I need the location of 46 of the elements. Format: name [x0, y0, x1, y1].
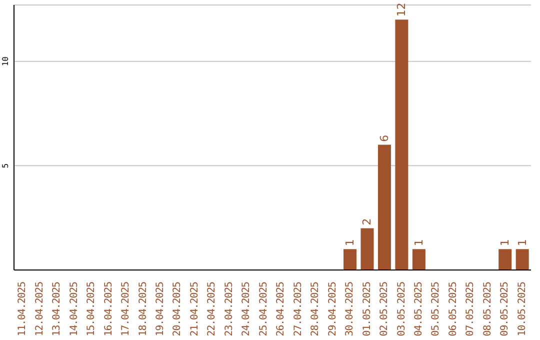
x-tick-label: 08.05.2025 [482, 281, 494, 336]
bar [498, 249, 512, 270]
x-tick-label: 09.05.2025 [500, 281, 511, 336]
bar [412, 249, 426, 270]
x-tick-label: 03.05.2025 [396, 281, 408, 336]
bar [360, 228, 374, 270]
x-tick-label: 01.05.2025 [362, 281, 373, 336]
x-tick-label: 23.04.2025 [224, 281, 235, 336]
bar [395, 20, 408, 270]
x-tick-label: 13.04.2025 [52, 281, 63, 336]
x-tick-label: 21.04.2025 [189, 281, 200, 336]
x-tick-label: 22.04.2025 [206, 281, 218, 336]
x-tick-label: 30.04.2025 [344, 281, 356, 336]
x-tick-label: 12.04.2025 [34, 281, 46, 336]
bar [516, 249, 529, 270]
x-tick-label: 18.04.2025 [138, 281, 149, 336]
x-tick-label: 25.04.2025 [258, 281, 270, 336]
data-label: 1 [412, 239, 426, 246]
x-tick-label: 28.04.2025 [310, 281, 322, 336]
data-label: 1 [344, 239, 356, 246]
bar [344, 249, 356, 270]
x-tick-label: 07.05.2025 [465, 281, 476, 336]
x-tick-label: 05.05.2025 [430, 281, 442, 336]
x-tick-label: 04.05.2025 [413, 281, 424, 336]
x-tick-label: 14.04.2025 [68, 281, 80, 336]
data-label: 2 [360, 218, 374, 226]
y-tick-label: 10 [1, 56, 10, 66]
x-tick-label: 26.04.2025 [276, 281, 287, 336]
data-label: 6 [378, 134, 391, 142]
data-label: 1 [516, 239, 529, 246]
bar [378, 144, 391, 270]
x-tick-label: 19.04.2025 [154, 281, 166, 336]
x-tick-label: 15.04.2025 [86, 281, 98, 336]
data-label: 12 [395, 2, 408, 17]
x-tick-label: 27.04.2025 [292, 281, 304, 336]
x-tick-label: 24.04.2025 [241, 281, 252, 336]
x-tick-label: 02.05.2025 [379, 281, 390, 336]
x-tick-label: 29.04.2025 [327, 281, 338, 336]
x-tick-label: 11.04.2025 [17, 281, 28, 336]
x-tick-label: 06.05.2025 [448, 281, 459, 336]
x-tick-label: 16.04.2025 [103, 281, 114, 336]
data-label: 1 [498, 239, 512, 246]
x-tick-label: 10.05.2025 [516, 281, 528, 336]
x-tick-label: 17.04.2025 [120, 281, 132, 336]
y-tick-label: 5 [1, 163, 10, 168]
x-tick-label: 20.04.2025 [172, 281, 184, 336]
